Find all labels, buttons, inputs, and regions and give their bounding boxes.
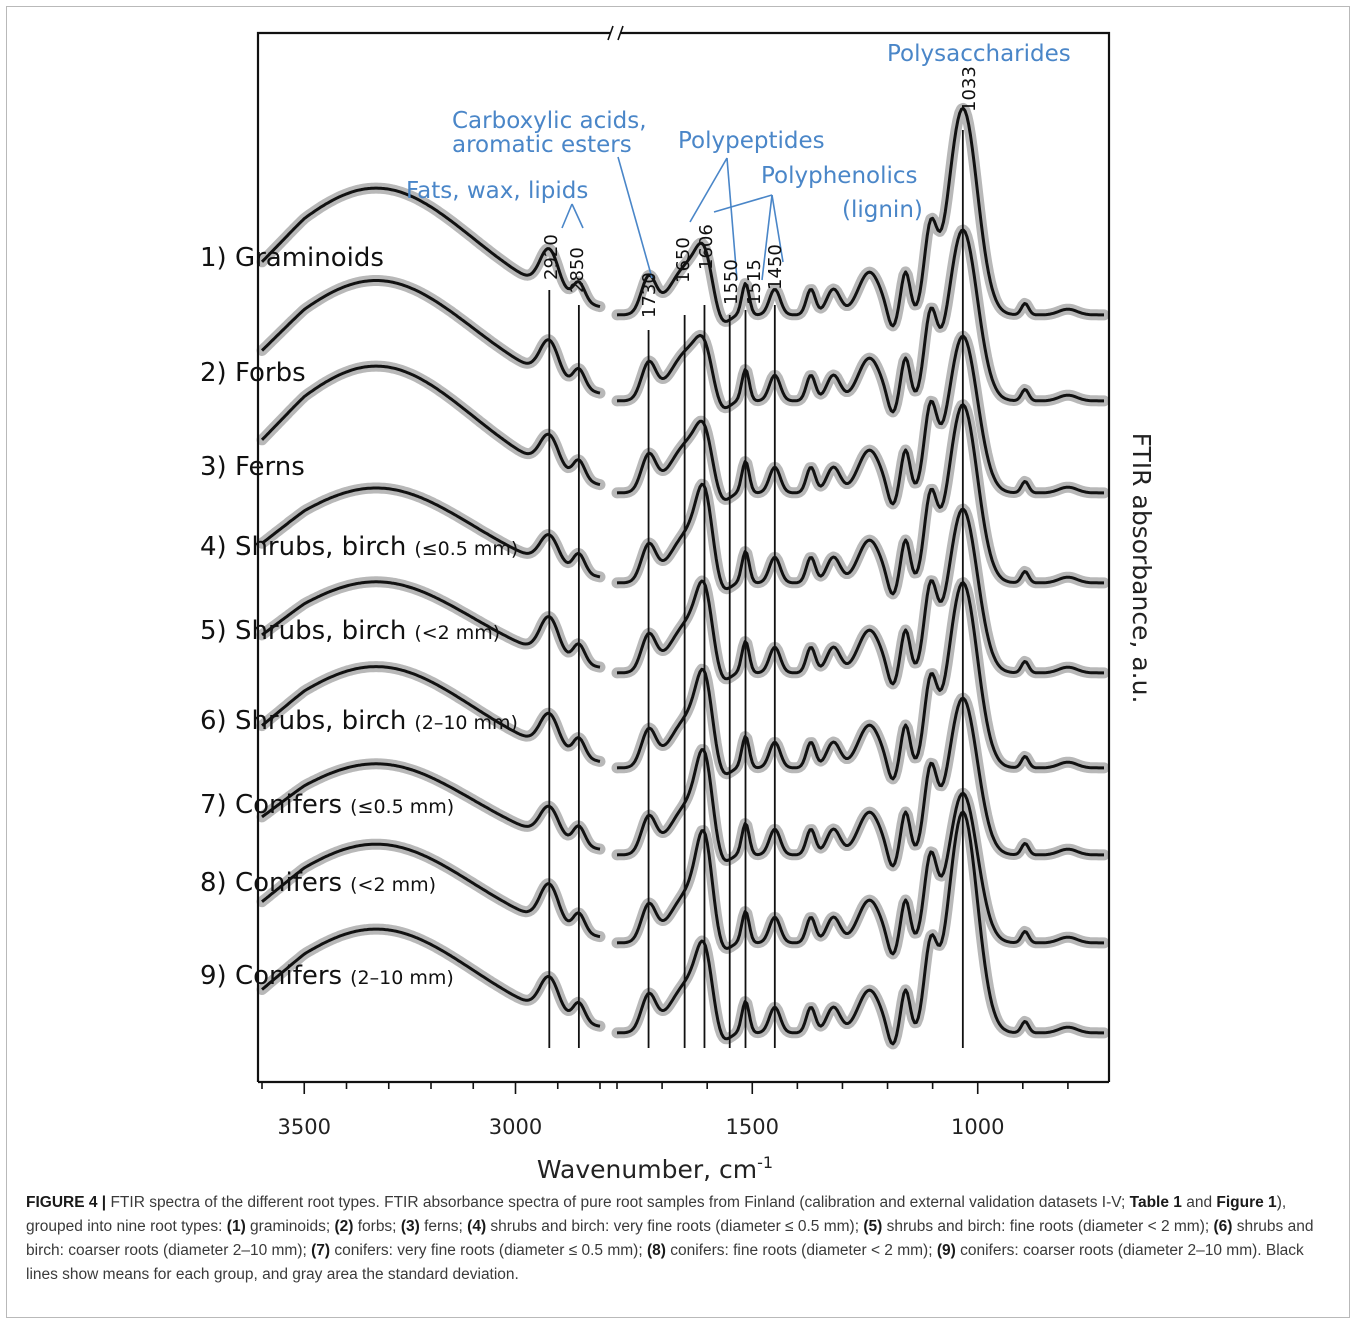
caption-text: and bbox=[1181, 1194, 1217, 1211]
annotation-label: Polysaccharides bbox=[887, 41, 1071, 67]
caption-ref-figure: Figure 1 bbox=[1216, 1194, 1277, 1211]
series-label: 6) Shrubs, birch (2–10 mm) bbox=[200, 706, 518, 736]
mean-line bbox=[261, 665, 601, 763]
annotation-label: (lignin) bbox=[842, 197, 923, 223]
plot-frame-left bbox=[256, 31, 610, 1082]
peak-label: 1550 bbox=[721, 259, 742, 305]
caption-ref-table: Table 1 bbox=[1129, 1194, 1182, 1211]
plot-frame-right bbox=[621, 31, 1111, 1082]
mean-line bbox=[260, 279, 601, 395]
x-tick-label: 1500 bbox=[726, 1115, 779, 1139]
caption-num: (9) bbox=[936, 1242, 956, 1259]
ftir-spectra-chart: 3500 3000 1500 1000 1) Graminoids 2) Forbs 3)… bbox=[200, 25, 1156, 1184]
series-label: 5) Shrubs, birch (<2 mm) bbox=[200, 616, 500, 646]
caption-num: (7) bbox=[311, 1242, 331, 1259]
caption-num: (8) bbox=[646, 1242, 666, 1259]
series-labels: 1) Graminoids 2) Forbs 3) Ferns 4) Shrubs, … bbox=[200, 243, 518, 991]
annotation-connector bbox=[689, 157, 728, 223]
peak-lines bbox=[548, 130, 964, 1048]
series-label: 2) Forbs bbox=[200, 358, 306, 388]
annotation-label: Carboxylic acids, bbox=[452, 108, 647, 134]
caption-text: graminoids; bbox=[245, 1218, 335, 1235]
caption-text: ferns; bbox=[419, 1218, 468, 1235]
annotation-label: Fats, wax, lipids bbox=[406, 178, 588, 204]
caption-num: (6) bbox=[1213, 1218, 1233, 1235]
x-tick-label: 1000 bbox=[951, 1115, 1004, 1139]
mean-line bbox=[616, 696, 1104, 868]
mean-line bbox=[616, 334, 1104, 506]
peak-label: 1515 bbox=[744, 259, 765, 305]
annotation-connector bbox=[713, 194, 773, 213]
annotation-connector bbox=[726, 157, 738, 281]
annotation-label: Polyphenolics bbox=[761, 163, 918, 189]
mean-line bbox=[616, 791, 1104, 956]
mean-line bbox=[261, 842, 601, 939]
mean-line bbox=[616, 228, 1104, 414]
caption-text: conifers: very fine roots (diameter ≤ 0.… bbox=[330, 1242, 647, 1259]
peak-label: 1033 bbox=[959, 66, 980, 112]
annotation-connector bbox=[771, 194, 784, 263]
series-label: 9) Conifers (2–10 mm) bbox=[200, 961, 454, 991]
axis-break-mark bbox=[607, 25, 624, 41]
annotation-connector bbox=[761, 194, 773, 281]
figure-label: FIGURE 4 | bbox=[26, 1194, 107, 1211]
series-label: 3) Ferns bbox=[200, 452, 305, 482]
caption-num: (2) bbox=[334, 1218, 354, 1235]
peak-label: 2920 bbox=[541, 234, 562, 280]
caption-text: FTIR spectra of the different root types… bbox=[106, 1194, 1130, 1211]
x-axis-label: Wavenumber, cm-1 bbox=[537, 1153, 773, 1184]
caption-text: conifers: coarser roots (diameter 2–10 m… bbox=[26, 1242, 1304, 1283]
mean-line bbox=[260, 186, 601, 309]
annotation-connector bbox=[571, 203, 584, 229]
annotations: Fats, wax, lipids Carboxylic acids,aromat… bbox=[406, 41, 1071, 281]
peak-label: 1606 bbox=[696, 224, 717, 270]
series-label: 4) Shrubs, birch (≤0.5 mm) bbox=[200, 532, 518, 562]
mean-line bbox=[261, 486, 601, 579]
y-axis-label: FTIR absorbance, a.u. bbox=[1127, 433, 1156, 704]
sd-band bbox=[611, 692, 1110, 872]
peak-label: 1650 bbox=[673, 237, 694, 283]
annotation-label: Polypeptides bbox=[678, 128, 825, 154]
series-label: 7) Conifers (≤0.5 mm) bbox=[200, 790, 454, 820]
mean-line bbox=[616, 810, 1104, 1046]
caption-num: (1) bbox=[226, 1218, 246, 1235]
caption-num: (3) bbox=[400, 1218, 420, 1235]
caption-text: shrubs and birch: fine roots (diameter <… bbox=[882, 1218, 1214, 1235]
caption-num: (4) bbox=[467, 1218, 487, 1235]
annotation-connector bbox=[617, 156, 653, 279]
peak-label: 2850 bbox=[567, 247, 588, 293]
annotation-connector bbox=[561, 203, 573, 229]
figure-frame bbox=[6, 6, 1350, 1318]
x-tick-label: 3000 bbox=[489, 1115, 542, 1139]
caption-text: ), grouped into nine root types: bbox=[26, 1194, 1287, 1235]
mean-line bbox=[616, 581, 1104, 781]
mean-line bbox=[261, 762, 601, 851]
figure-caption: FIGURE 4 | FTIR spectra of the different… bbox=[26, 1191, 1336, 1287]
caption-text: forbs; bbox=[353, 1218, 401, 1235]
mean-lines bbox=[260, 106, 1104, 1046]
series-label: 1) Graminoids bbox=[200, 243, 384, 273]
x-tick-label: 3500 bbox=[278, 1115, 331, 1139]
annotation-label: aromatic esters bbox=[452, 132, 632, 158]
caption-text: conifers: fine roots (diameter < 2 mm); bbox=[665, 1242, 937, 1259]
x-axis: 3500 3000 1500 1000 bbox=[256, 25, 1111, 1139]
peak-label: 1450 bbox=[765, 244, 786, 290]
mean-line bbox=[260, 364, 601, 487]
caption-text: shrubs and birch: very fine roots (diame… bbox=[486, 1218, 864, 1235]
mean-line bbox=[616, 507, 1104, 686]
sd-band bbox=[611, 503, 1110, 690]
mean-line bbox=[261, 580, 601, 669]
mean-line bbox=[616, 106, 1104, 328]
caption-text: shrubs and birch: coarser roots (diamete… bbox=[26, 1218, 1314, 1259]
peak-label: 1730 bbox=[639, 272, 660, 318]
mean-line bbox=[616, 403, 1104, 596]
series-label: 8) Conifers (<2 mm) bbox=[200, 868, 436, 898]
mean-line bbox=[261, 927, 601, 1028]
caption-num: (5) bbox=[863, 1218, 883, 1235]
